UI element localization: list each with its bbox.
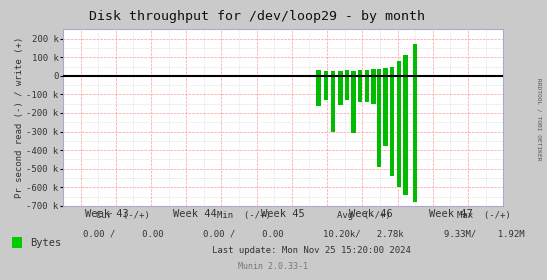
Bar	[397, 61, 401, 187]
Text: 0.00 /     0.00: 0.00 / 0.00	[83, 230, 164, 239]
Text: 0.00 /     0.00: 0.00 / 0.00	[203, 230, 284, 239]
Bar	[324, 71, 328, 100]
Bar	[390, 67, 394, 176]
Bar	[351, 71, 356, 133]
Text: Cur  (-/+): Cur (-/+)	[96, 211, 150, 220]
Bar	[377, 69, 381, 167]
Text: Munin 2.0.33-1: Munin 2.0.33-1	[238, 262, 309, 271]
Text: Max  (-/+): Max (-/+)	[457, 211, 511, 220]
Bar	[371, 69, 376, 104]
Bar	[316, 70, 321, 106]
Text: RRDTOOL / TOBI OETIKER: RRDTOOL / TOBI OETIKER	[536, 78, 542, 161]
Y-axis label: Pr second read (-) / write (+): Pr second read (-) / write (+)	[15, 37, 24, 198]
Text: Disk throughput for /dev/loop29 - by month: Disk throughput for /dev/loop29 - by mon…	[89, 10, 425, 23]
Bar	[358, 70, 362, 102]
Bar	[338, 71, 342, 105]
Bar	[383, 68, 388, 146]
Text: 10.20k/   2.78k: 10.20k/ 2.78k	[323, 230, 404, 239]
Text: 9.33M/    1.92M: 9.33M/ 1.92M	[444, 230, 525, 239]
Bar	[331, 71, 335, 132]
Text: Last update: Mon Nov 25 15:20:00 2024: Last update: Mon Nov 25 15:20:00 2024	[212, 246, 411, 255]
Bar	[345, 70, 349, 100]
Text: Avg  (-/+): Avg (-/+)	[337, 211, 391, 220]
Text: Min  (-/+): Min (-/+)	[217, 211, 270, 220]
Bar	[413, 44, 417, 202]
Bar	[403, 55, 408, 195]
Text: Bytes: Bytes	[30, 238, 61, 248]
Bar	[364, 70, 369, 102]
